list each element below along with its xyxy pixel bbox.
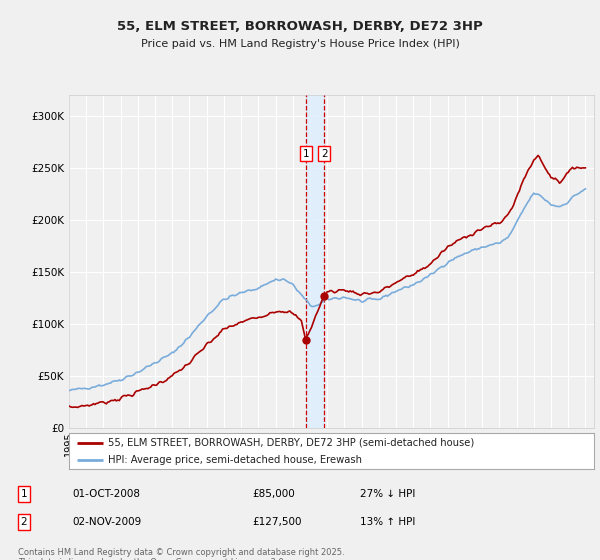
Text: HPI: Average price, semi-detached house, Erewash: HPI: Average price, semi-detached house,… [109, 455, 362, 465]
Text: 13% ↑ HPI: 13% ↑ HPI [360, 517, 415, 527]
Text: £127,500: £127,500 [252, 517, 302, 527]
Text: £85,000: £85,000 [252, 489, 295, 499]
Text: 55, ELM STREET, BORROWASH, DERBY, DE72 3HP (semi-detached house): 55, ELM STREET, BORROWASH, DERBY, DE72 3… [109, 438, 475, 448]
Text: 01-OCT-2008: 01-OCT-2008 [72, 489, 140, 499]
Text: 02-NOV-2009: 02-NOV-2009 [72, 517, 141, 527]
Text: 1: 1 [20, 489, 28, 499]
Text: 27% ↓ HPI: 27% ↓ HPI [360, 489, 415, 499]
Text: 2: 2 [20, 517, 28, 527]
Bar [305, 95, 324, 428]
Text: Contains HM Land Registry data © Crown copyright and database right 2025.
This d: Contains HM Land Registry data © Crown c… [18, 548, 344, 560]
Text: Price paid vs. HM Land Registry's House Price Index (HPI): Price paid vs. HM Land Registry's House … [140, 39, 460, 49]
Text: 1: 1 [302, 148, 309, 158]
Text: 55, ELM STREET, BORROWASH, DERBY, DE72 3HP: 55, ELM STREET, BORROWASH, DERBY, DE72 3… [117, 20, 483, 32]
Text: 2: 2 [321, 148, 328, 158]
